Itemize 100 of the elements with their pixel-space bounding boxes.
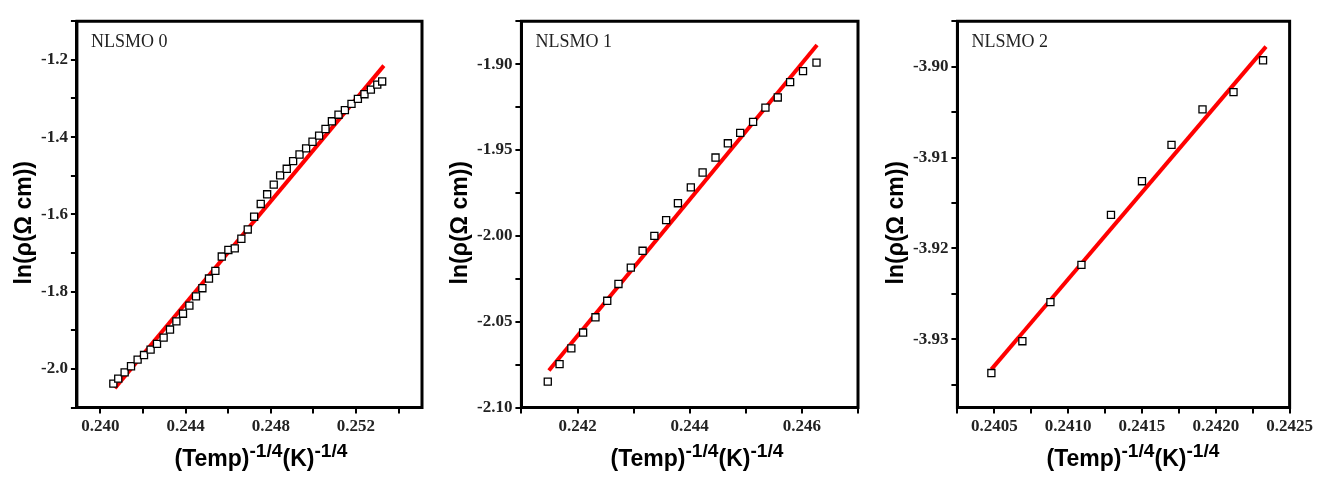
- point: [748, 117, 758, 127]
- point: [217, 252, 226, 261]
- point: [1229, 87, 1238, 97]
- y-tick-label: -1.95: [476, 139, 513, 159]
- x-axis-title: (Temp)$^{-1/4}$(K)$^{-1/4}$: [173, 440, 349, 472]
- point: [567, 344, 576, 353]
- point: [185, 301, 194, 310]
- y-axis-title: ln(ρ(Ω cm)): [9, 161, 37, 285]
- point: [191, 292, 201, 301]
- y-tick-label: -1.2: [40, 49, 68, 69]
- point: [711, 153, 720, 162]
- point: [172, 317, 181, 326]
- point: [178, 309, 188, 318]
- point: [275, 171, 285, 180]
- point: [237, 234, 246, 243]
- point: [785, 77, 795, 87]
- point: [673, 199, 683, 208]
- point: [243, 225, 252, 234]
- y-tick-label: -3.93: [912, 328, 949, 348]
- point: [146, 345, 155, 354]
- point: [295, 150, 304, 159]
- x-tick-label: 0.2405: [970, 416, 1018, 436]
- point: [211, 266, 220, 275]
- y-tick-label: -1.90: [476, 53, 513, 73]
- point: [314, 131, 324, 140]
- point: [650, 231, 659, 241]
- y-tick-label: -2.05: [476, 311, 513, 331]
- y-tick-label: -3.90: [912, 56, 949, 76]
- point: [256, 199, 265, 209]
- point: [626, 263, 635, 272]
- point: [1198, 105, 1207, 114]
- point: [120, 368, 129, 377]
- point: [204, 274, 214, 283]
- y-axis-title: ln(ρ(Ω cm)): [445, 161, 473, 285]
- annotation: NLSMO 0: [90, 30, 168, 51]
- point: [114, 374, 123, 383]
- point: [543, 377, 552, 386]
- point: [377, 77, 387, 86]
- x-tick-label: 0.244: [166, 416, 206, 436]
- x-tick-label: 0.252: [336, 416, 376, 436]
- point: [638, 246, 647, 255]
- point: [282, 164, 291, 173]
- point: [262, 190, 272, 199]
- y-axis-title: ln(ρ(Ω cm)): [881, 161, 909, 285]
- point: [761, 103, 770, 112]
- point: [603, 296, 612, 305]
- x-axis-title: (Temp)$^{-1/4}$(K)$^{-1/4}$: [1045, 440, 1221, 472]
- point: [366, 85, 376, 94]
- point: [230, 244, 239, 253]
- point: [1018, 337, 1027, 346]
- point: [578, 328, 588, 337]
- x-tick-label: 0.2410: [1044, 416, 1092, 436]
- point: [1046, 297, 1055, 307]
- point: [159, 333, 168, 342]
- point: [165, 325, 175, 334]
- point: [360, 90, 369, 99]
- point: [1258, 56, 1268, 65]
- point: [591, 313, 600, 322]
- point: [812, 58, 821, 67]
- point: [798, 66, 808, 76]
- point: [614, 279, 623, 289]
- x-tick-label: 0.242: [558, 416, 597, 436]
- point: [301, 144, 311, 153]
- point: [321, 124, 330, 134]
- point: [347, 99, 356, 109]
- point: [198, 284, 207, 293]
- x-tick-label: 0.248: [251, 416, 290, 436]
- y-tick-label: -3.92: [912, 237, 949, 257]
- point: [1077, 260, 1086, 270]
- x-tick-label: 0.2425: [1266, 416, 1313, 436]
- point: [334, 110, 343, 119]
- y-tick-label: -2.10: [476, 396, 513, 416]
- y-tick-label: -1.6: [40, 203, 68, 223]
- point: [661, 215, 671, 225]
- y-tick-label: -3.91: [912, 146, 949, 166]
- point: [1137, 177, 1147, 186]
- point: [723, 139, 733, 148]
- x-tick-label: 0.240: [81, 416, 120, 436]
- point: [308, 137, 317, 146]
- annotation: NLSMO 1: [535, 30, 612, 51]
- x-axis-title: (Temp)$^{-1/4}$(K)$^{-1/4}$: [609, 440, 785, 472]
- point: [686, 183, 696, 192]
- point: [1106, 210, 1116, 220]
- x-tick-label: 0.2420: [1192, 416, 1240, 436]
- point: [133, 355, 142, 364]
- point: [698, 168, 707, 177]
- point: [987, 368, 996, 378]
- point: [1167, 140, 1176, 150]
- y-tick-label: -1.4: [40, 126, 69, 146]
- y-tick-label: -2.00: [476, 225, 513, 245]
- point: [249, 212, 259, 221]
- y-tick-label: -1.8: [40, 281, 68, 301]
- annotation: NLSMO 2: [971, 30, 1048, 51]
- x-tick-label: 0.2415: [1118, 416, 1166, 436]
- point: [269, 180, 278, 189]
- y-tick-label: -2.0: [40, 358, 68, 378]
- point: [736, 128, 745, 138]
- x-tick-label: 0.244: [670, 416, 710, 436]
- point: [555, 359, 564, 369]
- x-tick-label: 0.246: [782, 416, 822, 436]
